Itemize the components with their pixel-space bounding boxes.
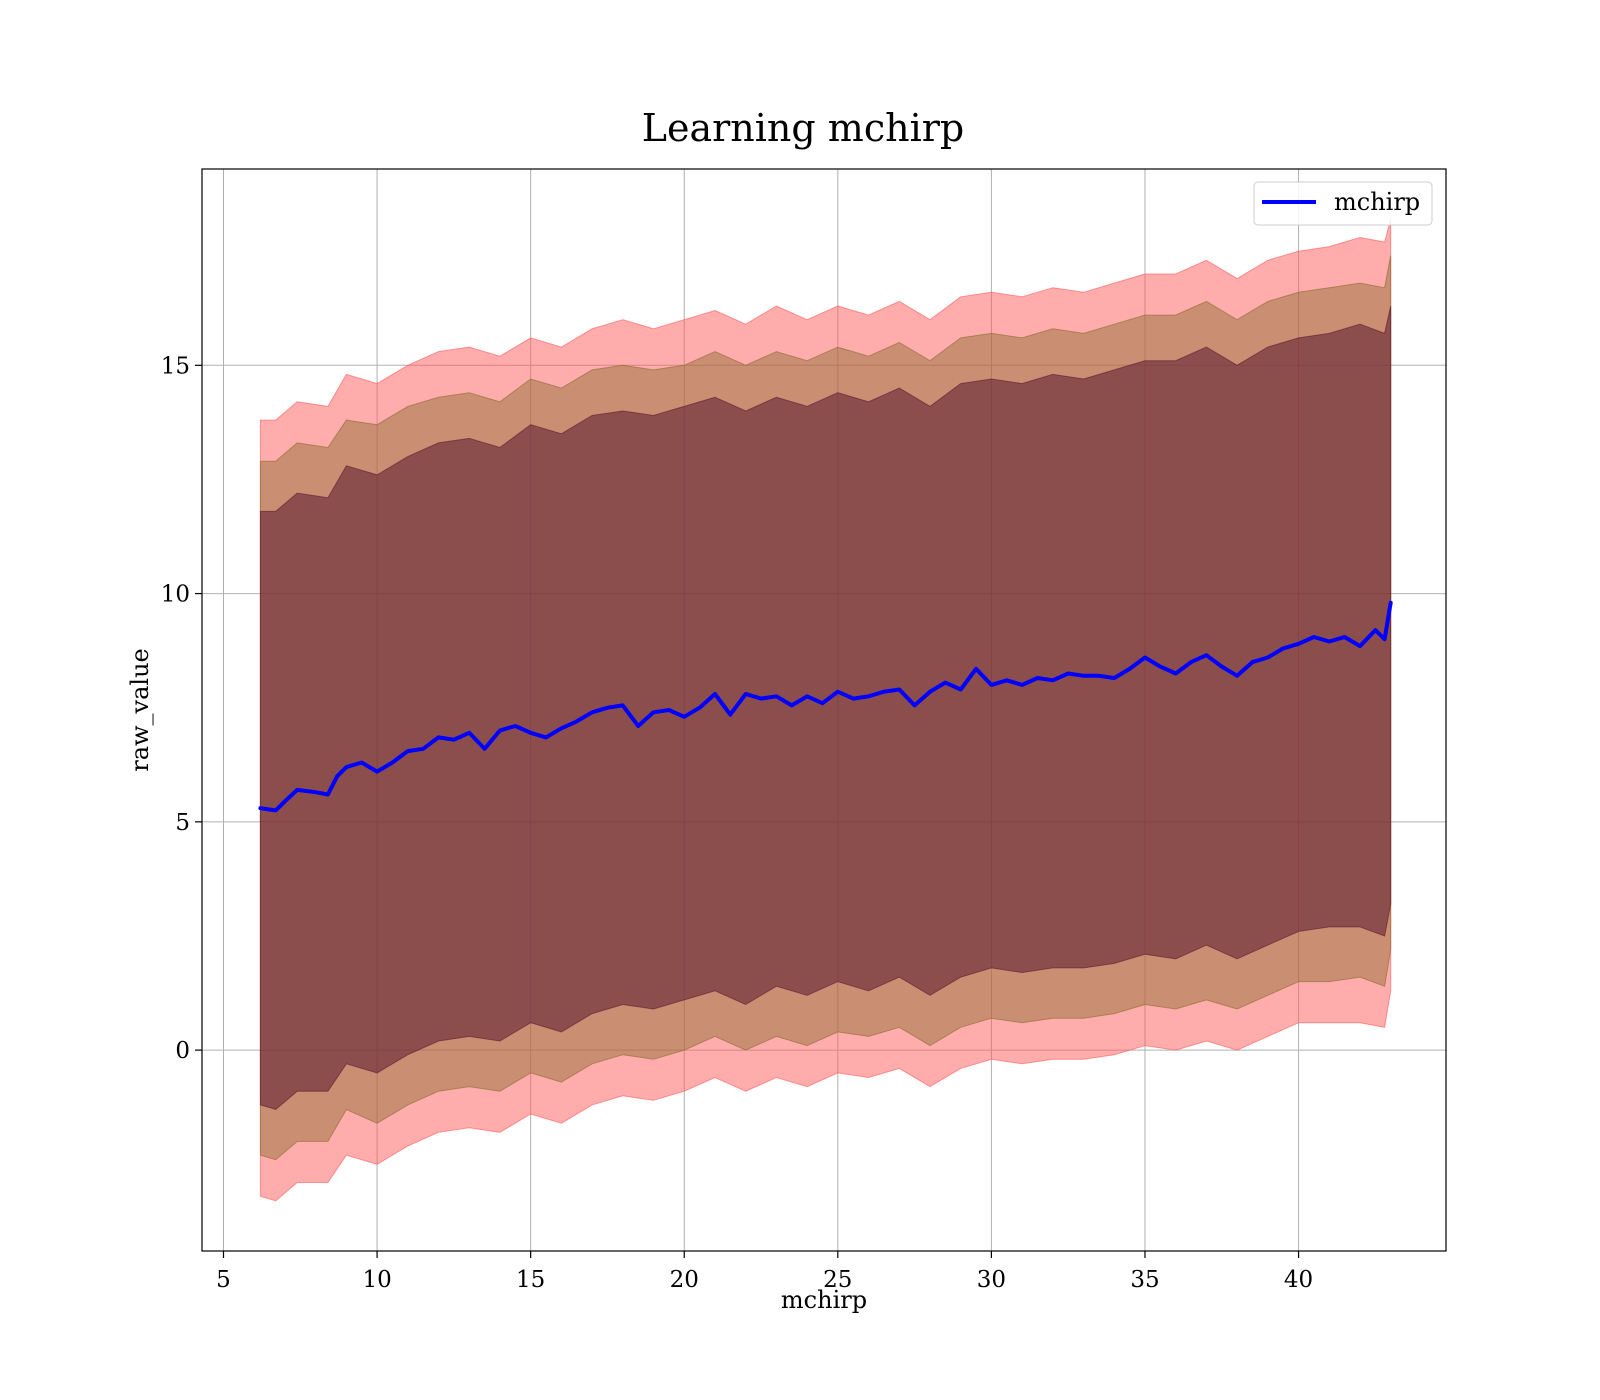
- x-tick-label: 40: [1284, 1267, 1313, 1293]
- x-tick-label: 20: [670, 1267, 699, 1293]
- x-axis-label: mchirp: [781, 1286, 867, 1314]
- x-tick-label: 10: [362, 1267, 391, 1293]
- confidence-bands: [259, 219, 1392, 1202]
- series-lines: [258, 600, 1393, 813]
- x-tick-label: 30: [977, 1267, 1006, 1293]
- plot-frame: [201, 168, 1447, 1252]
- x-axis-ticks: 5 10 15 20 25 30 35 40: [216, 1251, 1313, 1293]
- y-tick-label: 10: [161, 582, 190, 608]
- x-tick-label: 25: [823, 1267, 852, 1293]
- legend: mchirp: [1253, 181, 1433, 226]
- y-tick-label: 5: [175, 810, 190, 836]
- legend-box: [1253, 181, 1433, 226]
- y-axis-label: raw_value: [126, 648, 154, 772]
- series-line-mchirp: [258, 600, 1393, 813]
- legend-label-mchirp: mchirp: [1334, 188, 1420, 216]
- y-tick-label: 15: [161, 353, 190, 379]
- x-tick-label: 5: [216, 1267, 231, 1293]
- x-tick-label: 35: [1130, 1267, 1159, 1293]
- chart-title: Learning mchirp: [642, 106, 964, 150]
- plot-area: [201, 168, 1447, 1252]
- y-axis-ticks: 0 5 10 15: [161, 353, 202, 1064]
- y-tick-label: 0: [175, 1038, 190, 1064]
- band-3: [259, 305, 1392, 1111]
- x-tick-label: 15: [516, 1267, 545, 1293]
